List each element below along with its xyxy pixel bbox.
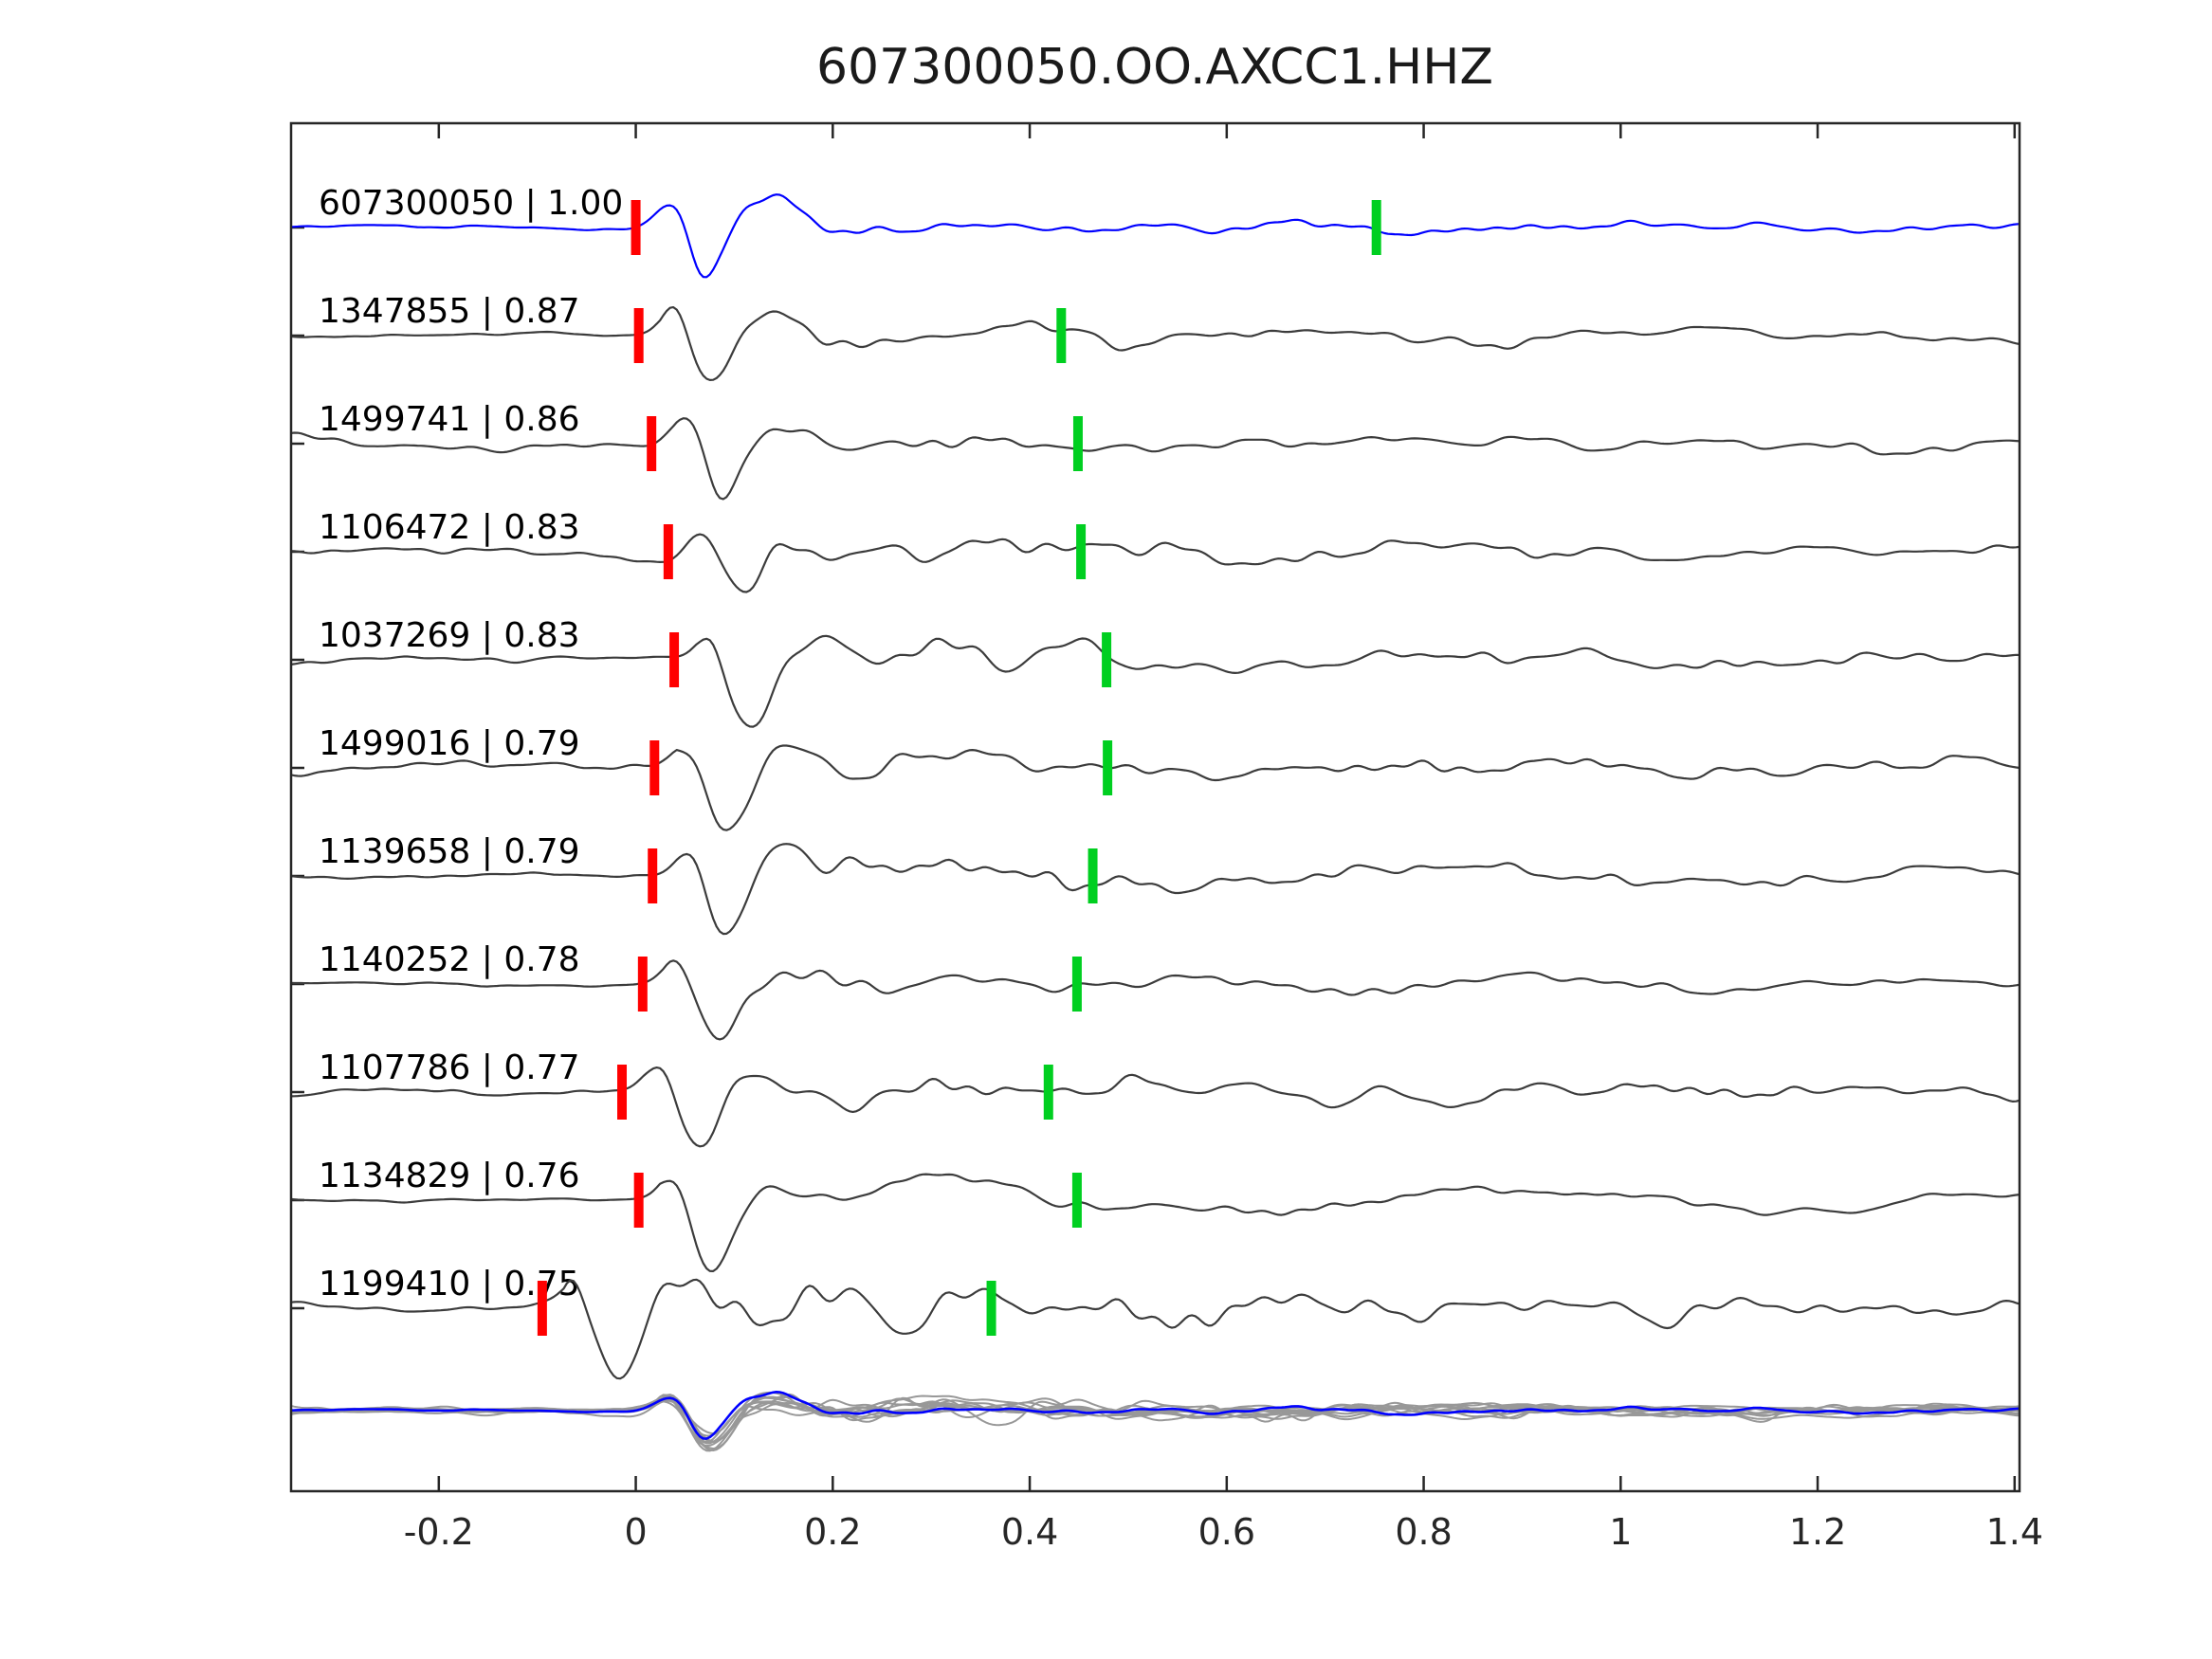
- figure-title: 607300050.OO.AXCC1.HHZ: [816, 39, 1493, 96]
- trace-label-607300050: 607300050 | 1.00: [319, 184, 623, 223]
- x-tick-label: -0.2: [404, 1511, 474, 1553]
- trace-waveform-1037269: [291, 634, 2020, 728]
- trace-label-1107786: 1107786 | 0.77: [319, 1048, 580, 1087]
- trace-label-1499016: 1499016 | 0.79: [319, 724, 580, 763]
- trace-label-1199410: 1199410 | 0.75: [319, 1265, 580, 1304]
- trace-label-1134829: 1134829 | 0.76: [319, 1157, 580, 1195]
- trace-labels: 607300050 | 1.00 1347855 | 0.87 1499741 | …: [319, 184, 623, 1304]
- overlay-trace-1134829: [291, 1395, 2020, 1452]
- axes-frame: [289, 121, 2021, 1493]
- trace-lines: [291, 193, 2020, 1452]
- x-tick-label: 1: [1609, 1511, 1632, 1553]
- trace-waveform-607300050: [291, 193, 2020, 279]
- x-tick-label: 0.2: [804, 1511, 861, 1553]
- pick-markers: [537, 200, 1381, 1336]
- x-tick-label: 1.2: [1789, 1511, 1846, 1553]
- x-tick-label: 0: [624, 1511, 647, 1553]
- trace-waveform-1499016: [291, 744, 2020, 831]
- trace-waveform-1134829: [291, 1173, 2020, 1272]
- overlay-trace-1037269: [291, 1395, 2020, 1449]
- x-tick-label: 0.4: [1001, 1511, 1058, 1553]
- trace-waveform-1199410: [291, 1278, 2020, 1380]
- trace-waveform-1107786: [291, 1066, 2020, 1148]
- trace-waveform-1347855: [291, 306, 2020, 381]
- trace-label-1139658: 1139658 | 0.79: [319, 832, 580, 871]
- trace-label-1499741: 1499741 | 0.86: [319, 400, 580, 439]
- axis-ticks: -0.2 0 0.2 0.4 0.6 0.8 1 1.2 1.4: [291, 123, 2043, 1553]
- trace-label-1037269: 1037269 | 0.83: [319, 616, 580, 655]
- trace-waveform-1140252: [291, 959, 2020, 1041]
- trace-label-1106472: 1106472 | 0.83: [319, 508, 580, 547]
- trace-waveform-1106472: [291, 533, 2020, 593]
- trace-waveform-1139658: [291, 843, 2020, 936]
- overlay-template-trace: [291, 1391, 2020, 1440]
- overlay-trace-1139658: [291, 1391, 2020, 1445]
- overlay-trace-1106472: [291, 1399, 2020, 1435]
- trace-label-1347855: 1347855 | 0.87: [319, 292, 580, 331]
- x-tick-label: 0.6: [1198, 1511, 1255, 1553]
- x-tick-label: 0.8: [1395, 1511, 1452, 1553]
- x-tick-label: 1.4: [1986, 1511, 2043, 1553]
- trace-waveform-1499741: [291, 417, 2020, 501]
- trace-label-1140252: 1140252 | 0.78: [319, 940, 580, 979]
